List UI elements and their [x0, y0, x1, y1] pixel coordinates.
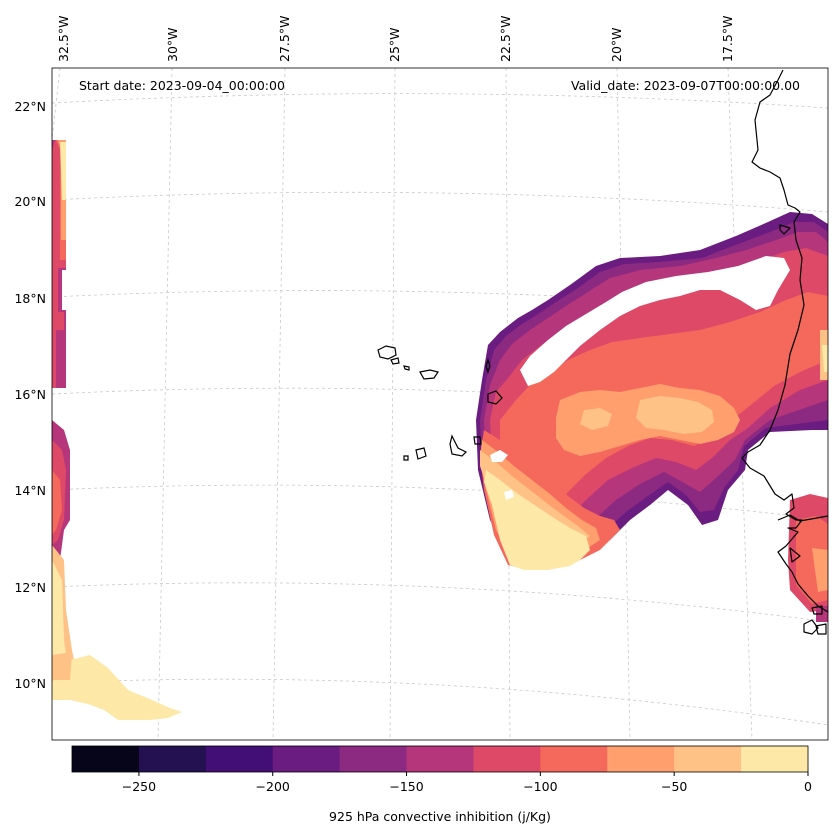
lat-label: 22°N [14, 99, 46, 114]
colorbar-tick-label: −200 [256, 779, 290, 794]
longitude-labels: 32.5°W 30°W 27.5°W 25°W 22.5°W 20°W 17.5… [56, 16, 735, 62]
colorbar-segment [406, 746, 474, 772]
lat-label: 16°N [14, 387, 46, 402]
cin-contours-east [476, 212, 828, 622]
lat-label: 10°N [14, 676, 46, 691]
lat-label: 18°N [14, 291, 46, 306]
map-frame [51, 67, 829, 741]
valid-date-label: Valid_date: 2023-09-07T00:00:00.00 [571, 78, 800, 93]
start-date-label: Start date: 2023-09-04_00:00:00 [79, 78, 285, 93]
latitude-labels: 22°N 20°N 18°N 16°N 14°N 12°N 10°N [14, 99, 46, 691]
map-panel [51, 67, 829, 741]
colorbar-tick-label: −100 [523, 779, 557, 794]
lon-label: 30°W [165, 27, 180, 62]
colorbar-tick-label: −250 [122, 779, 156, 794]
island-santo-antao [377, 345, 397, 360]
lon-label: 27.5°W [277, 16, 292, 62]
colorbar-ticks: −250 −200 −150 −100 −50 0 [122, 772, 812, 794]
lat-label: 12°N [14, 580, 46, 595]
colorbar-segment [473, 746, 541, 772]
colorbar-segment [205, 746, 274, 772]
colorbar: −250 −200 −150 −100 −50 0 925 hPa convective … [71, 745, 812, 824]
colorbar-segment [339, 746, 408, 772]
colorbar-segment [272, 746, 341, 772]
cin-contours-west [52, 140, 182, 720]
colorbar-tick-label: 0 [804, 779, 812, 794]
colorbar-tick-label: −50 [661, 779, 687, 794]
colorbar-segment [138, 746, 207, 772]
lat-label: 14°N [14, 483, 46, 498]
lat-label: 20°N [14, 194, 46, 209]
africa-coastline [741, 69, 829, 613]
colorbar-tick-label: −150 [389, 779, 423, 794]
colorbar-segments [72, 746, 809, 772]
colorbar-label: 925 hPa convective inhibition (j/Kg) [329, 809, 551, 824]
colorbar-segment [540, 746, 608, 772]
lon-label: 32.5°W [56, 16, 71, 62]
colorbar-segment [607, 746, 675, 772]
colorbar-segment [72, 746, 140, 772]
lon-label: 20°W [609, 27, 624, 62]
lon-label: 17.5°W [720, 16, 735, 62]
lon-label: 22.5°W [498, 16, 513, 62]
colorbar-segment [741, 746, 809, 772]
colorbar-segment [674, 746, 742, 772]
colorbar-frame [71, 745, 809, 773]
cape-verde-islands [377, 345, 503, 461]
coastlines [741, 69, 829, 635]
lon-label: 25°W [387, 27, 402, 62]
